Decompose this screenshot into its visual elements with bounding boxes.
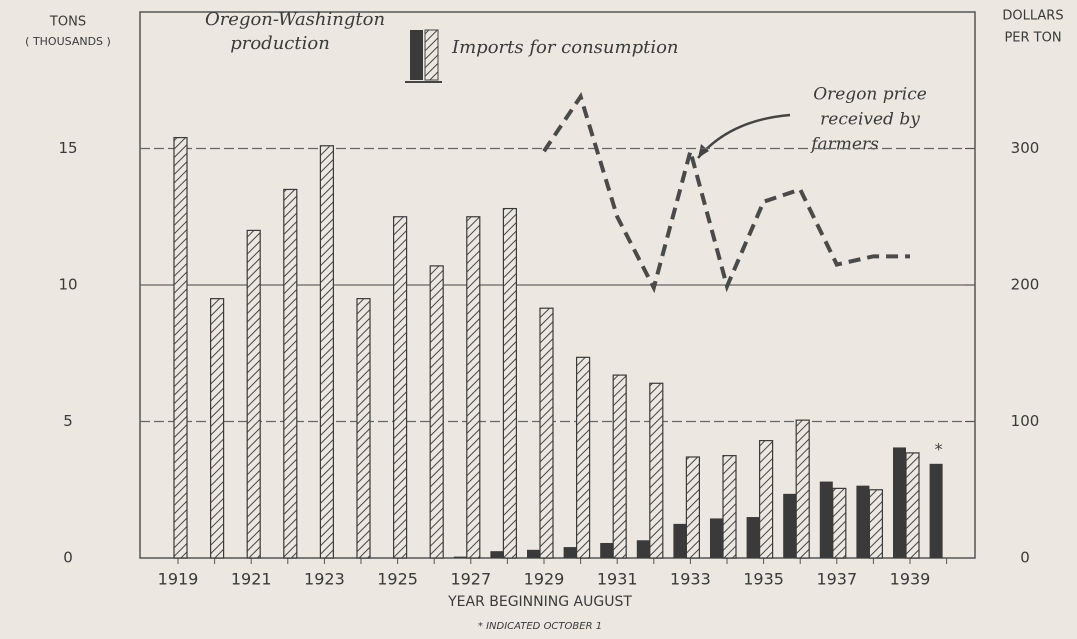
x-tick-label: 1937 — [816, 570, 857, 589]
bar — [722, 455, 737, 559]
y2-axis-label: PER TON — [1004, 31, 1061, 46]
bar — [905, 452, 920, 559]
x-tick-label: 1923 — [304, 570, 345, 589]
bar — [453, 556, 467, 558]
bar — [685, 456, 701, 559]
bar — [795, 419, 810, 559]
bar — [710, 518, 723, 558]
bar — [832, 487, 847, 559]
y-tick-label: 15 — [58, 139, 77, 157]
bar — [819, 481, 833, 558]
y-tick-label: 0 — [63, 549, 73, 567]
annotation-arrow — [697, 113, 791, 159]
x-tick-label: 1935 — [743, 570, 784, 589]
bar — [612, 374, 627, 559]
bar — [600, 542, 614, 558]
bar — [868, 489, 884, 559]
bar — [539, 307, 554, 559]
bar — [356, 298, 371, 559]
bar — [758, 440, 774, 559]
x-tick-label: 1919 — [158, 570, 199, 589]
bar — [929, 463, 943, 558]
bar — [429, 265, 444, 559]
bar — [319, 145, 334, 559]
y2-tick-label: 300 — [1011, 139, 1040, 157]
footnote: * INDICATED OCTOBER 1 — [478, 621, 602, 632]
y2-axis-label: DOLLARS — [1002, 9, 1063, 24]
x-tick-label: 1925 — [377, 570, 418, 589]
y-axis-label: ( THOUSANDS ) — [25, 35, 111, 48]
bar — [210, 298, 225, 559]
x-tick-label: 1929 — [524, 570, 565, 589]
bar — [783, 493, 797, 558]
y-tick-label: 5 — [63, 412, 73, 430]
y-axis-label: TONS — [49, 15, 86, 30]
bar — [393, 216, 408, 559]
y2-tick-label: 200 — [1011, 276, 1040, 294]
bar — [563, 547, 577, 558]
legend-label: production — [230, 33, 330, 54]
asterisk: * — [935, 439, 943, 458]
x-tick-label: 1939 — [890, 570, 931, 589]
bar — [283, 188, 298, 559]
bar — [490, 551, 504, 558]
legend-label: Imports for consumption — [451, 37, 679, 58]
bar — [575, 356, 591, 559]
bar — [856, 485, 870, 558]
annotation: received by — [820, 110, 920, 130]
bar — [636, 540, 650, 558]
bar — [893, 447, 906, 558]
bar — [173, 136, 188, 559]
bar — [649, 382, 664, 559]
annotation-arrowhead — [698, 144, 709, 158]
x-tick-label: 1921 — [231, 570, 272, 589]
legend-swatch — [424, 29, 439, 81]
x-tick-label: 1933 — [670, 570, 711, 589]
legend-label: Oregon-Washington — [205, 9, 385, 30]
price-line — [542, 92, 910, 294]
y2-tick-label: 0 — [1020, 549, 1030, 567]
bar — [246, 229, 261, 559]
bar — [502, 207, 517, 559]
x-axis-label: YEAR BEGINNING AUGUST — [447, 594, 632, 610]
y-tick-label: 10 — [58, 276, 77, 294]
x-tick-label: 1931 — [597, 570, 638, 589]
bar — [466, 216, 481, 559]
bar — [673, 523, 687, 558]
bar — [746, 517, 760, 558]
y2-tick-label: 100 — [1011, 412, 1040, 430]
annotation: Oregon price — [813, 85, 927, 105]
annotation: farmers — [809, 135, 879, 155]
legend-swatch — [410, 30, 423, 80]
bar — [527, 549, 540, 558]
x-tick-label: 1927 — [450, 570, 491, 589]
